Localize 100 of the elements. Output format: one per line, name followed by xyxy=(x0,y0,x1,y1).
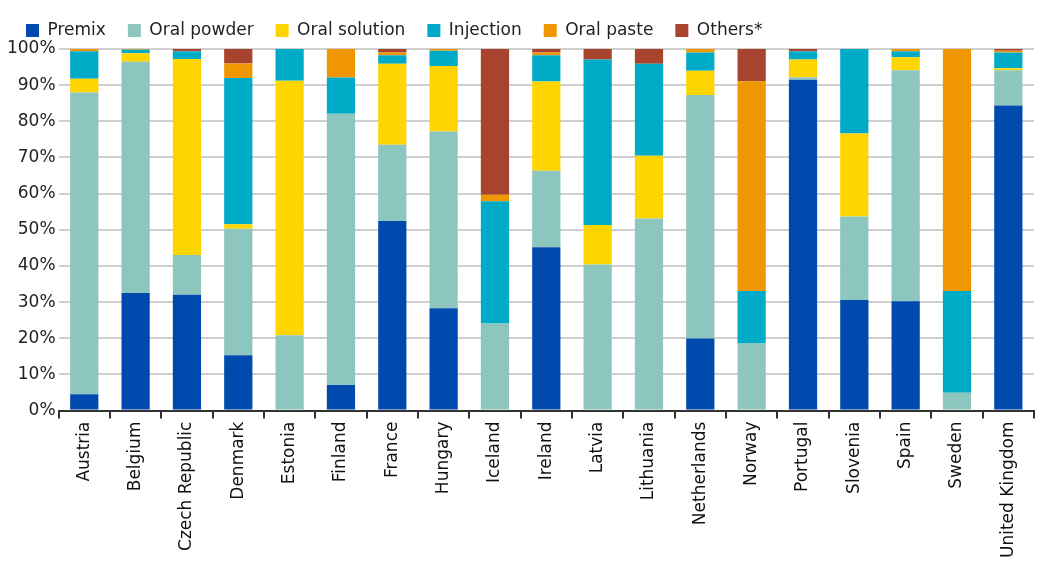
bar xyxy=(942,392,972,410)
bar xyxy=(583,59,612,226)
bar xyxy=(378,144,407,222)
bar xyxy=(737,81,766,291)
bar xyxy=(840,299,869,410)
bar xyxy=(737,342,766,410)
bar xyxy=(172,49,202,52)
bar xyxy=(378,221,407,410)
bar xyxy=(840,216,869,300)
bar xyxy=(686,70,715,95)
x-tick-label: Spain xyxy=(894,421,915,470)
bar xyxy=(737,290,766,343)
legend-label: Others* xyxy=(696,18,763,39)
y-tick-label: 10% xyxy=(17,362,56,383)
bar xyxy=(994,52,1023,69)
y-tick-label: 0% xyxy=(28,398,56,419)
x-tick-label: Portugal xyxy=(791,421,812,492)
bar xyxy=(891,70,920,302)
bar xyxy=(788,77,818,80)
bar xyxy=(634,155,664,219)
bar xyxy=(121,293,150,410)
bar xyxy=(480,323,510,410)
y-tick-label: 100% xyxy=(6,37,56,58)
y-tick-label: 50% xyxy=(17,218,56,239)
y-tick-label: 60% xyxy=(17,182,56,203)
bar xyxy=(224,355,253,410)
x-tick-label: Sweden xyxy=(945,421,966,489)
y-tick-label: 30% xyxy=(17,290,56,311)
bar xyxy=(942,49,972,291)
bar xyxy=(532,55,561,82)
legend-label: Injection xyxy=(448,18,522,39)
x-tick-label: Finland xyxy=(329,421,350,483)
x-tick-label: France xyxy=(380,421,401,479)
x-tick-label: Austria xyxy=(72,421,93,482)
bar xyxy=(121,61,150,294)
bar xyxy=(480,49,510,195)
bar xyxy=(634,63,664,156)
y-tick-label: 80% xyxy=(17,109,56,130)
bar xyxy=(532,170,561,248)
bar xyxy=(429,131,458,309)
y-tick-label: 40% xyxy=(17,254,56,275)
y-tick-label: 20% xyxy=(17,326,56,347)
bar xyxy=(378,63,407,145)
x-tick-label: Czech Republic xyxy=(175,421,196,551)
bar xyxy=(326,384,356,410)
bar xyxy=(429,50,458,66)
bar xyxy=(788,59,818,78)
bar xyxy=(891,51,920,58)
bar xyxy=(275,49,304,81)
legend-label: Oral paste xyxy=(565,18,654,39)
bar xyxy=(326,113,356,385)
x-tick-label: Ireland xyxy=(534,421,555,481)
bar xyxy=(840,49,869,134)
bar xyxy=(532,81,561,171)
bar xyxy=(70,51,99,79)
bar xyxy=(788,51,818,60)
bar xyxy=(686,94,715,339)
bar xyxy=(70,394,99,410)
y-tick-label: 90% xyxy=(17,73,56,94)
bar xyxy=(994,105,1023,410)
bar xyxy=(686,52,715,71)
bar xyxy=(840,133,869,217)
bar xyxy=(942,290,972,393)
bar xyxy=(686,338,715,410)
bar xyxy=(686,49,715,53)
bar xyxy=(788,79,818,410)
bar xyxy=(70,49,99,52)
x-tick-label: Lithuania xyxy=(637,421,658,501)
bar xyxy=(891,49,920,52)
bar xyxy=(583,264,612,410)
x-tick-label: Netherlands xyxy=(688,421,709,526)
bar xyxy=(326,77,356,114)
x-tick-label: United Kingdom xyxy=(996,421,1017,558)
bar xyxy=(275,335,304,410)
bar xyxy=(634,218,664,410)
legend-label: Premix xyxy=(47,18,106,39)
bar xyxy=(172,59,202,256)
bar xyxy=(70,92,99,395)
bar xyxy=(429,308,458,410)
bar xyxy=(737,49,766,82)
x-tick-label: Iceland xyxy=(483,421,504,484)
x-tick-label: Denmark xyxy=(226,421,247,500)
bar xyxy=(172,255,202,295)
bar xyxy=(480,201,510,324)
bar xyxy=(480,194,510,202)
bar xyxy=(994,68,1023,71)
y-tick-label: 70% xyxy=(17,145,56,166)
bar xyxy=(70,78,99,93)
bar xyxy=(634,49,664,64)
x-tick-label: Norway xyxy=(740,421,761,487)
bar xyxy=(891,57,920,71)
bar xyxy=(224,63,253,78)
bar xyxy=(275,80,304,336)
bar xyxy=(378,55,407,64)
bar xyxy=(994,70,1023,106)
x-tick-label: Hungary xyxy=(432,421,453,495)
bar xyxy=(532,247,561,410)
legend-label: Oral powder xyxy=(149,18,254,39)
x-tick-label: Latvia xyxy=(586,421,607,474)
x-tick-label: Belgium xyxy=(124,421,145,492)
